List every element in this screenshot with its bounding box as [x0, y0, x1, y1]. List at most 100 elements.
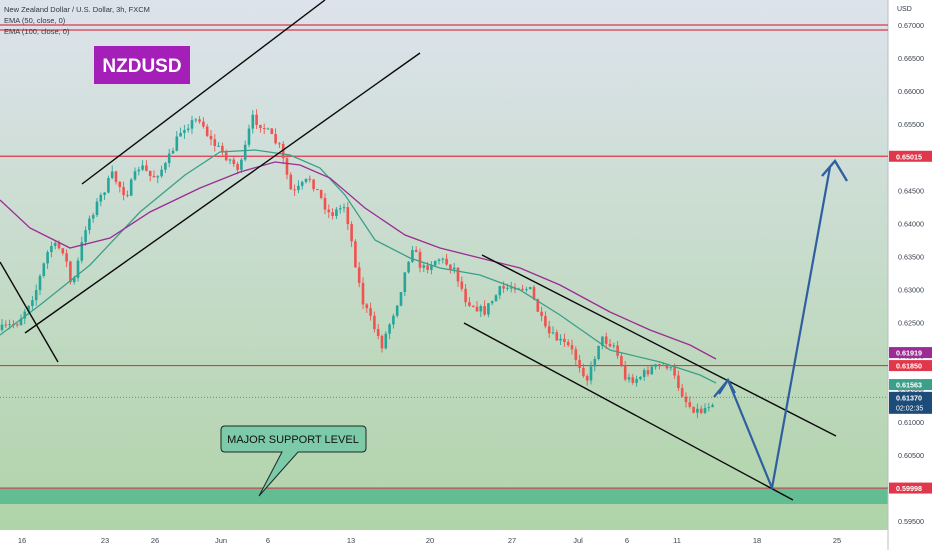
candle [525, 286, 528, 293]
candle-body [57, 242, 61, 249]
candle-body [456, 267, 460, 282]
candle [145, 160, 148, 172]
candle-body [148, 170, 152, 176]
candle-body [232, 159, 236, 164]
candle [445, 253, 448, 266]
candle-body [528, 287, 532, 290]
candle-body [289, 174, 293, 190]
level-lines [0, 24, 888, 489]
candle-body [373, 315, 376, 330]
candle-body [388, 324, 391, 334]
candle [631, 373, 635, 385]
candle [278, 142, 281, 148]
candle-body [582, 367, 585, 377]
candle [255, 109, 258, 130]
candle-body [99, 194, 103, 202]
candle [323, 193, 327, 215]
candle [342, 203, 346, 213]
candle [186, 124, 190, 133]
candle [376, 323, 380, 340]
candle [46, 250, 49, 270]
candle-body [570, 345, 574, 350]
candle [319, 189, 323, 200]
price-tick-label: 0.59500 [898, 517, 924, 526]
candle [65, 249, 68, 268]
candle [373, 311, 376, 333]
callout-text: MAJOR SUPPORT LEVEL [227, 434, 359, 446]
candle [300, 180, 304, 190]
candle [221, 142, 224, 158]
price-tick-label: 0.61000 [898, 418, 924, 427]
candle [129, 177, 133, 197]
countdown-label: 02:02:35 [896, 405, 923, 412]
candle-body [475, 306, 479, 312]
trend-line-1 [24, 52, 421, 334]
title-badge: NZDUSD [94, 46, 190, 84]
candle [395, 304, 399, 318]
candle-body [285, 158, 289, 175]
candle-body [498, 286, 502, 296]
currency-label: USD [897, 6, 912, 13]
candle [452, 262, 456, 274]
price-tag-level: 0.59998 [889, 482, 932, 494]
candle-body [243, 144, 247, 160]
candle-body [654, 364, 657, 367]
candle-body [369, 308, 372, 316]
candle-body [479, 306, 483, 312]
price-tag-bg [889, 150, 932, 162]
candle [578, 355, 581, 373]
projection-arrow [713, 158, 849, 490]
candle-body [688, 402, 692, 407]
time-tick-label: 26 [151, 536, 159, 545]
candle-body [126, 195, 129, 197]
candle-body [669, 367, 673, 369]
candle [209, 129, 213, 146]
time-axis-panel [0, 530, 888, 550]
candle [430, 261, 433, 275]
ema-line-1 [0, 161, 717, 360]
candle [167, 148, 171, 168]
candle [498, 285, 502, 300]
candle-body [384, 333, 388, 349]
candle-body [566, 342, 570, 346]
candle [262, 123, 266, 135]
time-tick-label: 11 [673, 536, 681, 545]
candle-body [274, 133, 277, 144]
candle-body [160, 169, 163, 177]
candle [669, 365, 673, 371]
candle-body [118, 181, 122, 187]
price-tag-label: 0.59998 [896, 484, 922, 493]
symbol-header: New Zealand Dollar / U.S. Dollar, 3h, FX… [4, 5, 150, 14]
callout-bubble [220, 425, 367, 497]
candle [308, 175, 312, 183]
candle [384, 331, 388, 350]
time-tick-label: 18 [753, 536, 761, 545]
candle-body [460, 281, 464, 289]
candle [183, 124, 186, 139]
candle-body [445, 258, 448, 265]
price-tag-label: 0.61919 [896, 349, 922, 358]
candle [95, 198, 99, 218]
candle-body [53, 242, 57, 247]
candle [612, 342, 616, 349]
candle-body [247, 128, 251, 145]
candle-body [433, 260, 437, 266]
candle-body [34, 290, 38, 301]
candle-body [236, 163, 239, 170]
candle [118, 181, 122, 193]
candle-body [608, 343, 612, 347]
candle [365, 302, 369, 313]
candle-body [437, 259, 441, 261]
candle-body [578, 359, 581, 368]
candle [171, 147, 175, 154]
candle-body [380, 335, 384, 349]
time-tick-label: 27 [508, 536, 516, 545]
candle [555, 329, 559, 341]
candle-body [240, 159, 243, 170]
candle-body [650, 366, 654, 375]
candle-body [623, 365, 627, 380]
candle-body [331, 212, 334, 216]
candle-body [551, 332, 555, 334]
